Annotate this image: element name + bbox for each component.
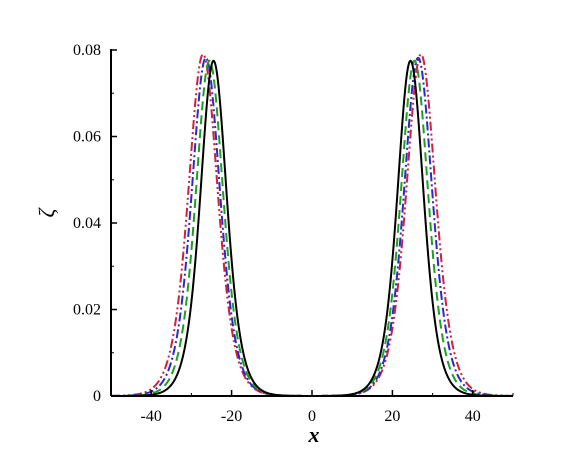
y-tick-label: 0 — [93, 388, 101, 405]
x-tick-label: -40 — [141, 408, 162, 425]
x-axis-ticks: -40 -20 0 20 40 — [110, 390, 514, 425]
x-tick-label: 20 — [384, 408, 400, 425]
y-tick-label: 0.02 — [73, 302, 101, 319]
x-tick-label: -20 — [221, 408, 242, 425]
series-line — [110, 56, 514, 397]
y-tick-label: 0.04 — [73, 215, 101, 232]
y-axis-ticks: 0 0.02 0.04 0.06 0.08 — [73, 42, 117, 405]
y-tick-label: 0.06 — [73, 129, 101, 146]
x-axis-title: x — [308, 422, 320, 447]
plot-area: -40 -20 0 20 40 0 0.02 0.04 0.06 0.08 — [73, 42, 514, 425]
series-layer — [110, 53, 514, 397]
y-tick-label: 0.08 — [73, 42, 101, 59]
series-line — [110, 53, 514, 397]
x-tick-label: 0 — [308, 408, 316, 425]
y-axis-title: ζ — [34, 206, 59, 217]
x-tick-label: 40 — [465, 408, 481, 425]
